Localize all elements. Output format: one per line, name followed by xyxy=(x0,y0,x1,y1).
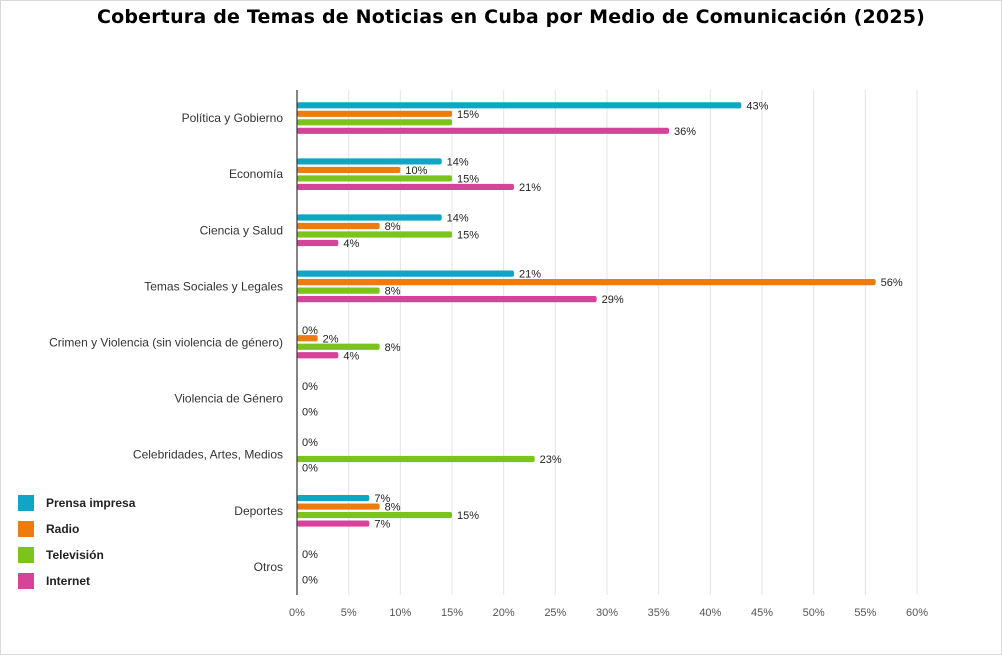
legend-label-prensa: Prensa impresa xyxy=(46,496,136,510)
x-tick-label: 45% xyxy=(751,607,773,619)
data-label: 8% xyxy=(385,342,401,354)
category-label: Celebridades, Artes, Medios xyxy=(133,448,283,462)
bar-3 xyxy=(297,352,339,359)
legend-label-television: Televisión xyxy=(46,548,104,562)
data-label: 15% xyxy=(457,230,479,242)
bar-3 xyxy=(297,296,597,303)
category-label: Política y Gobierno xyxy=(182,111,284,125)
data-label: 7% xyxy=(374,493,390,505)
x-tick-label: 40% xyxy=(699,607,721,619)
data-label: 56% xyxy=(881,277,903,289)
x-tick-label: 30% xyxy=(596,607,618,619)
bar-2 xyxy=(297,175,452,182)
legend-item-television: Televisión xyxy=(18,542,135,568)
data-label: 15% xyxy=(457,109,479,121)
bar-1 xyxy=(297,503,380,510)
x-tick-label: 15% xyxy=(441,607,463,619)
bar-3 xyxy=(297,520,370,527)
bar-1 xyxy=(297,335,318,342)
category-label: Violencia de Género xyxy=(174,392,283,406)
data-label: 15% xyxy=(457,510,479,522)
data-label: 36% xyxy=(674,126,696,138)
legend-swatch-radio xyxy=(18,521,34,537)
bar-2 xyxy=(297,343,380,350)
data-label: 2% xyxy=(323,333,339,345)
bar-2 xyxy=(297,287,380,294)
bar-2 xyxy=(297,511,452,519)
data-label: 43% xyxy=(746,100,768,112)
x-tick-label: 20% xyxy=(493,607,515,619)
legend-item-prensa: Prensa impresa xyxy=(18,490,135,516)
data-label: 10% xyxy=(405,165,427,177)
bar-0 xyxy=(297,158,442,165)
x-tick-label: 55% xyxy=(854,607,876,619)
bar-2 xyxy=(297,119,452,126)
legend-swatch-prensa xyxy=(18,495,34,511)
category-label: Deportes xyxy=(234,504,283,518)
legend-item-radio: Radio xyxy=(18,516,135,542)
bar-0 xyxy=(297,270,514,277)
category-label: Economía xyxy=(229,167,283,181)
x-tick-label: 0% xyxy=(289,607,305,619)
data-label: 29% xyxy=(602,294,624,306)
bar-0 xyxy=(297,102,742,109)
x-tick-label: 10% xyxy=(389,607,411,619)
bar-1 xyxy=(297,166,401,174)
data-label: 7% xyxy=(374,519,390,531)
bar-0 xyxy=(297,214,442,221)
legend: Prensa impresa Radio Televisión Internet xyxy=(18,490,135,594)
legend-label-radio: Radio xyxy=(46,522,80,536)
data-label: 0% xyxy=(302,406,318,418)
data-label: 23% xyxy=(540,454,562,466)
category-label: Ciencia y Salud xyxy=(200,223,283,237)
category-label: Otros xyxy=(254,560,283,574)
data-label: 8% xyxy=(385,286,401,298)
bar-1 xyxy=(297,110,452,117)
bar-1 xyxy=(297,279,876,286)
data-label: 0% xyxy=(302,437,318,449)
data-label: 14% xyxy=(447,213,469,225)
x-tick-label: 25% xyxy=(544,607,566,619)
data-label: 0% xyxy=(302,381,318,393)
bar-1 xyxy=(297,222,380,230)
data-label: 4% xyxy=(343,350,359,362)
legend-item-internet: Internet xyxy=(18,568,135,594)
data-label: 0% xyxy=(302,325,318,337)
data-label: 15% xyxy=(457,173,479,185)
data-label: 8% xyxy=(385,502,401,514)
category-label: Crimen y Violencia (sin violencia de gén… xyxy=(49,336,283,350)
legend-swatch-internet xyxy=(18,573,34,589)
bar-2 xyxy=(297,455,535,463)
chart-title: Cobertura de Temas de Noticias en Cuba p… xyxy=(96,6,926,28)
data-label: 21% xyxy=(519,269,541,281)
data-label: 21% xyxy=(519,182,541,194)
x-tick-label: 5% xyxy=(341,607,357,619)
bar-3 xyxy=(297,183,514,191)
x-tick-label: 60% xyxy=(906,607,928,619)
data-label: 4% xyxy=(343,238,359,250)
x-tick-label: 35% xyxy=(648,607,670,619)
bar-3 xyxy=(297,127,669,134)
data-label: 0% xyxy=(302,549,318,561)
data-label: 0% xyxy=(302,462,318,474)
bar-2 xyxy=(297,231,452,238)
x-tick-label: 50% xyxy=(803,607,825,619)
bar-3 xyxy=(297,239,339,247)
legend-label-internet: Internet xyxy=(46,574,91,588)
data-label: 8% xyxy=(385,221,401,233)
data-label: 14% xyxy=(447,156,469,168)
legend-swatch-television xyxy=(18,547,34,563)
bar-0 xyxy=(297,494,370,502)
category-label: Temas Sociales y Legales xyxy=(144,279,283,293)
data-label: 0% xyxy=(302,575,318,587)
